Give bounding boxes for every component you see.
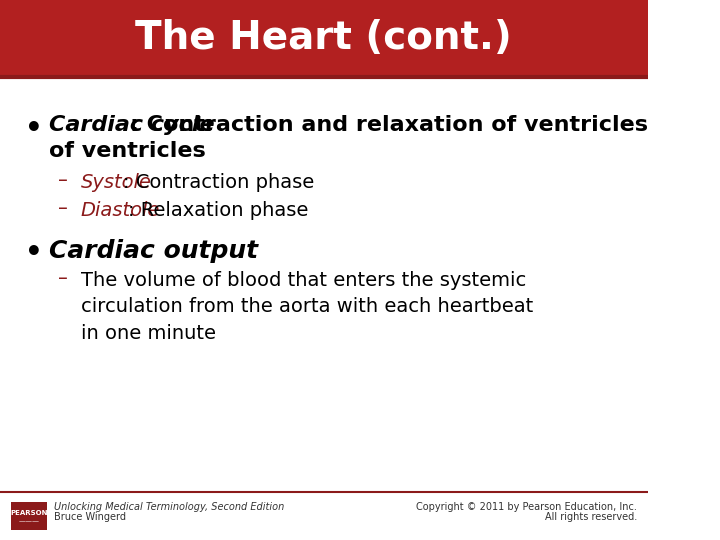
Text: Copyright © 2011 by Pearson Education, Inc.: Copyright © 2011 by Pearson Education, I… bbox=[416, 502, 636, 512]
Text: –: – bbox=[58, 269, 68, 288]
Text: The volume of blood that enters the systemic
circulation from the aorta with eac: The volume of blood that enters the syst… bbox=[81, 271, 534, 343]
FancyBboxPatch shape bbox=[11, 502, 47, 530]
Text: PEARSON: PEARSON bbox=[10, 510, 48, 516]
Text: : Relaxation phase: : Relaxation phase bbox=[127, 201, 308, 220]
Text: Diastole: Diastole bbox=[81, 201, 161, 220]
Text: of ventricles: of ventricles bbox=[50, 141, 206, 161]
Text: All rights reserved.: All rights reserved. bbox=[544, 512, 636, 522]
Text: : Contraction phase: : Contraction phase bbox=[123, 173, 315, 192]
Text: Cardiac output: Cardiac output bbox=[50, 239, 258, 263]
Text: Systole: Systole bbox=[81, 173, 152, 192]
Text: Cardiac cycle: Cardiac cycle bbox=[50, 115, 215, 135]
Text: Bruce Wingerd: Bruce Wingerd bbox=[54, 512, 126, 522]
Text: •: • bbox=[25, 239, 43, 267]
Text: The Heart (cont.): The Heart (cont.) bbox=[135, 18, 512, 57]
Text: : Contraction and relaxation of ventricles: : Contraction and relaxation of ventricl… bbox=[130, 115, 649, 135]
Text: ———: ——— bbox=[18, 518, 40, 524]
Text: •: • bbox=[25, 115, 43, 143]
FancyBboxPatch shape bbox=[0, 0, 647, 75]
Text: –: – bbox=[58, 199, 68, 218]
Text: –: – bbox=[58, 171, 68, 190]
Text: Unlocking Medical Terminology, Second Edition: Unlocking Medical Terminology, Second Ed… bbox=[54, 502, 284, 512]
